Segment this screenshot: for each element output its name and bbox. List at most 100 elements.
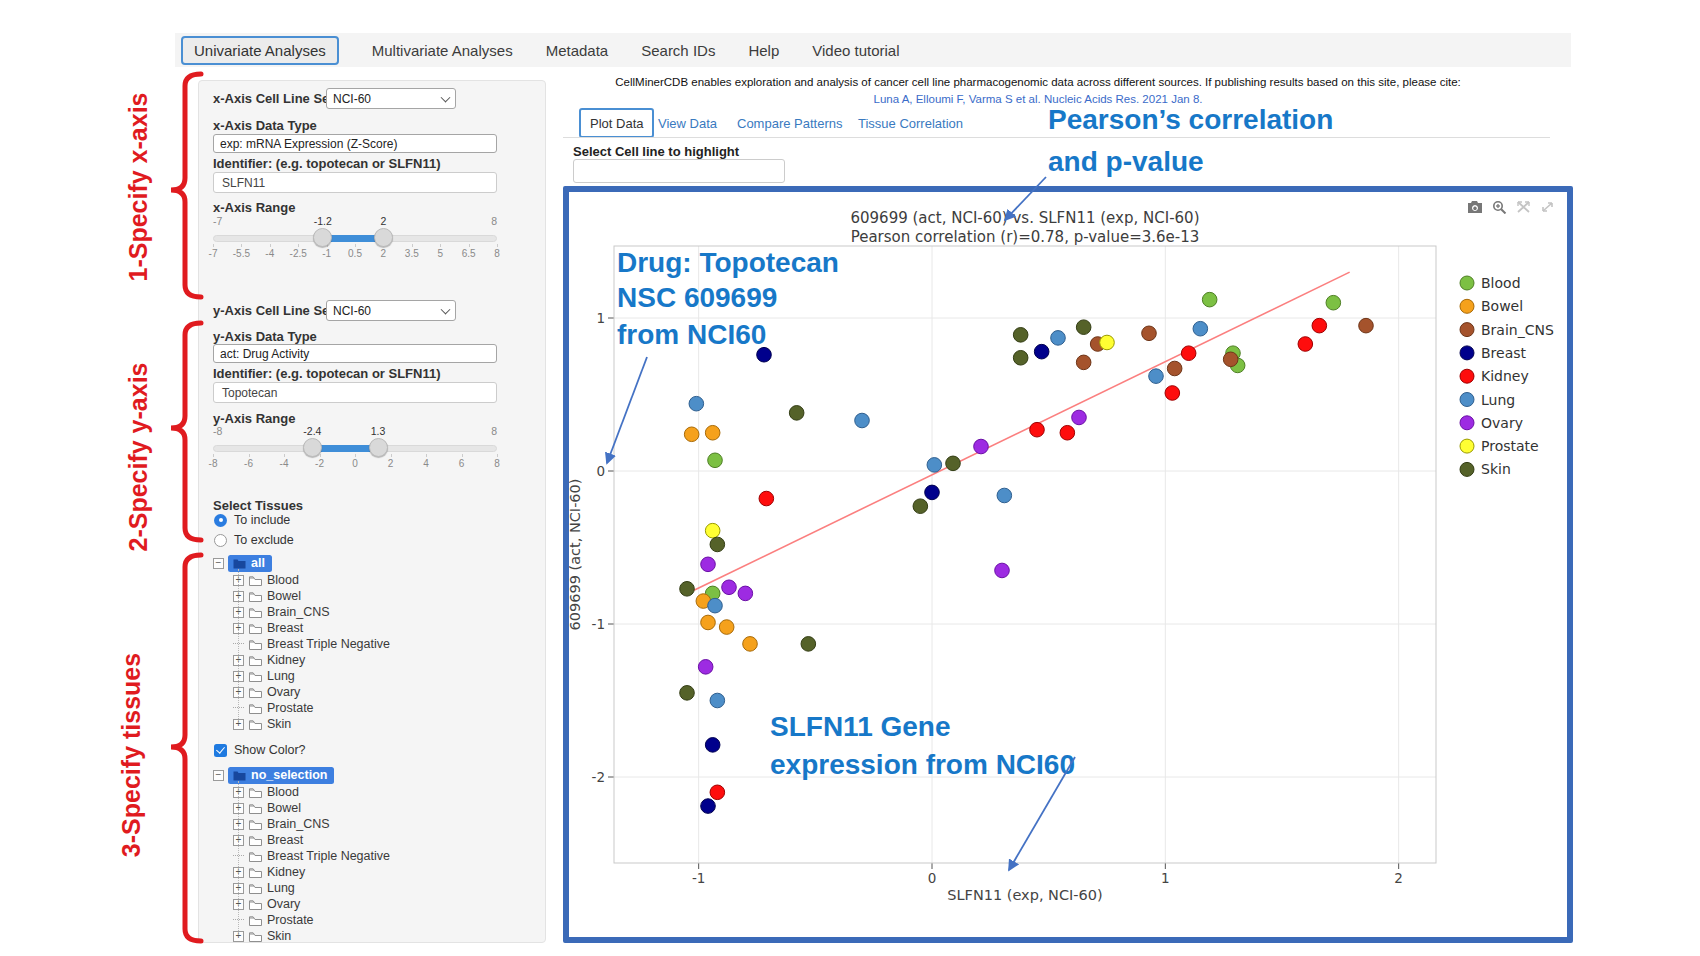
tree-item-breast[interactable]: +Breast xyxy=(213,620,533,636)
data-point-skin[interactable] xyxy=(680,582,695,597)
expand-icon[interactable]: + xyxy=(233,867,244,878)
tab-tissue-correlation[interactable]: Tissue Correlation xyxy=(858,116,963,131)
y-cell-line-select[interactable]: NCI-60 xyxy=(326,300,456,321)
data-point-bowel[interactable] xyxy=(684,427,699,442)
nav-tab-metadata[interactable]: Metadata xyxy=(546,42,609,59)
tree-item-breast-triple-negative[interactable]: Breast Triple Negative xyxy=(213,636,533,652)
tree-item-skin[interactable]: +Skin xyxy=(213,928,533,944)
data-point-lung[interactable] xyxy=(997,488,1012,503)
data-point-brain_cns[interactable] xyxy=(1142,326,1157,341)
data-point-blood[interactable] xyxy=(1326,295,1341,310)
tree-item-prostate[interactable]: Prostate xyxy=(213,912,533,928)
data-point-prostate[interactable] xyxy=(705,523,720,538)
data-point-brain_cns[interactable] xyxy=(1223,352,1238,367)
data-point-lung[interactable] xyxy=(1193,321,1208,336)
scatter-plot[interactable]: -1012-2-101609699 (act, NCI-60) vs. SLFN… xyxy=(569,192,1567,937)
expand-icon[interactable]: + xyxy=(233,719,244,730)
slider-handle[interactable] xyxy=(313,228,332,247)
data-point-kidney[interactable] xyxy=(1060,425,1075,440)
tree-item-ovary[interactable]: +Ovary xyxy=(213,684,533,700)
data-point-blood[interactable] xyxy=(1202,292,1217,307)
tree-item-brain_cns[interactable]: +Brain_CNS xyxy=(213,604,533,620)
camera-icon[interactable] xyxy=(1467,200,1483,214)
expand-icon[interactable]: + xyxy=(233,623,244,634)
radio-to-exclude[interactable]: To exclude xyxy=(214,533,294,547)
slider-handle[interactable] xyxy=(374,228,393,247)
data-point-breast[interactable] xyxy=(925,485,940,500)
pan-icon[interactable] xyxy=(1516,200,1531,214)
nav-tab-search-ids[interactable]: Search IDs xyxy=(641,42,715,59)
legend-item-breast[interactable]: Breast xyxy=(1460,345,1527,361)
expand-icon[interactable]: + xyxy=(233,819,244,830)
tree-item-bowel[interactable]: +Bowel xyxy=(213,588,533,604)
legend-item-ovary[interactable]: Ovary xyxy=(1460,415,1523,431)
data-point-skin[interactable] xyxy=(1076,320,1091,335)
data-point-skin[interactable] xyxy=(801,637,816,652)
tree-item-blood[interactable]: +Blood xyxy=(213,784,533,800)
data-point-brain_cns[interactable] xyxy=(1076,355,1091,370)
x-range-slider[interactable]: -7 8 -7-5.5-4-2.5-10.523.556.58 -1.22 xyxy=(213,215,497,261)
tree-item-lung[interactable]: +Lung xyxy=(213,880,533,896)
data-point-prostate[interactable] xyxy=(1100,335,1115,350)
data-point-lung[interactable] xyxy=(689,396,704,411)
x-identifier-input[interactable]: SLFN11 xyxy=(213,172,497,193)
slider-handle[interactable] xyxy=(369,438,388,457)
data-point-brain_cns[interactable] xyxy=(1359,318,1374,333)
nav-tab-univariate[interactable]: Univariate Analyses xyxy=(181,36,339,65)
zoom-icon[interactable] xyxy=(1492,200,1507,214)
expand-icon[interactable]: + xyxy=(233,803,244,814)
data-point-ovary[interactable] xyxy=(701,557,716,572)
data-point-lung[interactable] xyxy=(1149,369,1164,384)
tab-compare-patterns[interactable]: Compare Patterns xyxy=(737,116,843,131)
tree-item-kidney[interactable]: +Kidney xyxy=(213,864,533,880)
data-point-breast[interactable] xyxy=(701,799,716,814)
data-point-ovary[interactable] xyxy=(995,563,1010,578)
expand-icon[interactable]: + xyxy=(233,883,244,894)
expand-icon[interactable]: + xyxy=(233,591,244,602)
expand-icon[interactable]: + xyxy=(233,575,244,586)
data-point-brain_cns[interactable] xyxy=(1167,361,1182,376)
tree-item-breast[interactable]: +Breast xyxy=(213,832,533,848)
data-point-breast[interactable] xyxy=(1034,344,1049,359)
data-point-lung[interactable] xyxy=(1051,331,1066,346)
y-data-type-select[interactable]: act: Drug Activity xyxy=(213,344,497,363)
legend-item-prostate[interactable]: Prostate xyxy=(1460,438,1539,454)
data-point-kidney[interactable] xyxy=(759,491,774,506)
tree-root-no-selection[interactable]: − no_selection xyxy=(213,767,533,784)
citation-link[interactable]: Luna A, Elloumi F, Varma S et al. Nuclei… xyxy=(563,93,1513,105)
legend-item-lung[interactable]: Lung xyxy=(1460,392,1515,408)
slider-handle[interactable] xyxy=(303,438,322,457)
nav-tab-multivariate[interactable]: Multivariate Analyses xyxy=(372,42,513,59)
y-identifier-input[interactable]: Topotecan xyxy=(213,382,497,403)
data-point-bowel[interactable] xyxy=(701,615,716,630)
tree-item-prostate[interactable]: Prostate xyxy=(213,700,533,716)
nav-tab-help[interactable]: Help xyxy=(748,42,779,59)
legend-item-kidney[interactable]: Kidney xyxy=(1460,368,1529,384)
expand-icon[interactable]: + xyxy=(233,607,244,618)
tree-item-breast-triple-negative[interactable]: Breast Triple Negative xyxy=(213,848,533,864)
tree-item-lung[interactable]: +Lung xyxy=(213,668,533,684)
tree-item-kidney[interactable]: +Kidney xyxy=(213,652,533,668)
data-point-lung[interactable] xyxy=(855,413,870,428)
data-point-ovary[interactable] xyxy=(1072,410,1087,425)
data-point-kidney[interactable] xyxy=(1312,318,1327,333)
show-color-checkbox[interactable]: Show Color? xyxy=(214,743,306,757)
data-point-bowel[interactable] xyxy=(719,620,734,635)
y-range-slider[interactable]: -8 8 -8-6-4-202468 -2.41.3 xyxy=(213,425,497,471)
expand-icon[interactable]: + xyxy=(233,899,244,910)
highlight-cell-line-input[interactable] xyxy=(573,159,785,183)
data-point-blood[interactable] xyxy=(708,453,723,468)
data-point-skin[interactable] xyxy=(680,686,695,701)
data-point-ovary[interactable] xyxy=(698,660,713,675)
data-point-skin[interactable] xyxy=(789,406,804,421)
data-point-skin[interactable] xyxy=(1013,350,1028,365)
tree-item-brain_cns[interactable]: +Brain_CNS xyxy=(213,816,533,832)
expand-icon[interactable]: + xyxy=(233,671,244,682)
data-point-breast[interactable] xyxy=(757,347,772,362)
data-point-lung[interactable] xyxy=(927,458,942,473)
data-point-kidney[interactable] xyxy=(1030,422,1045,437)
x-cell-line-select[interactable]: NCI-60 xyxy=(326,88,456,109)
collapse-icon[interactable]: − xyxy=(213,558,224,569)
data-point-kidney[interactable] xyxy=(1298,337,1313,352)
legend-item-skin[interactable]: Skin xyxy=(1460,461,1511,477)
